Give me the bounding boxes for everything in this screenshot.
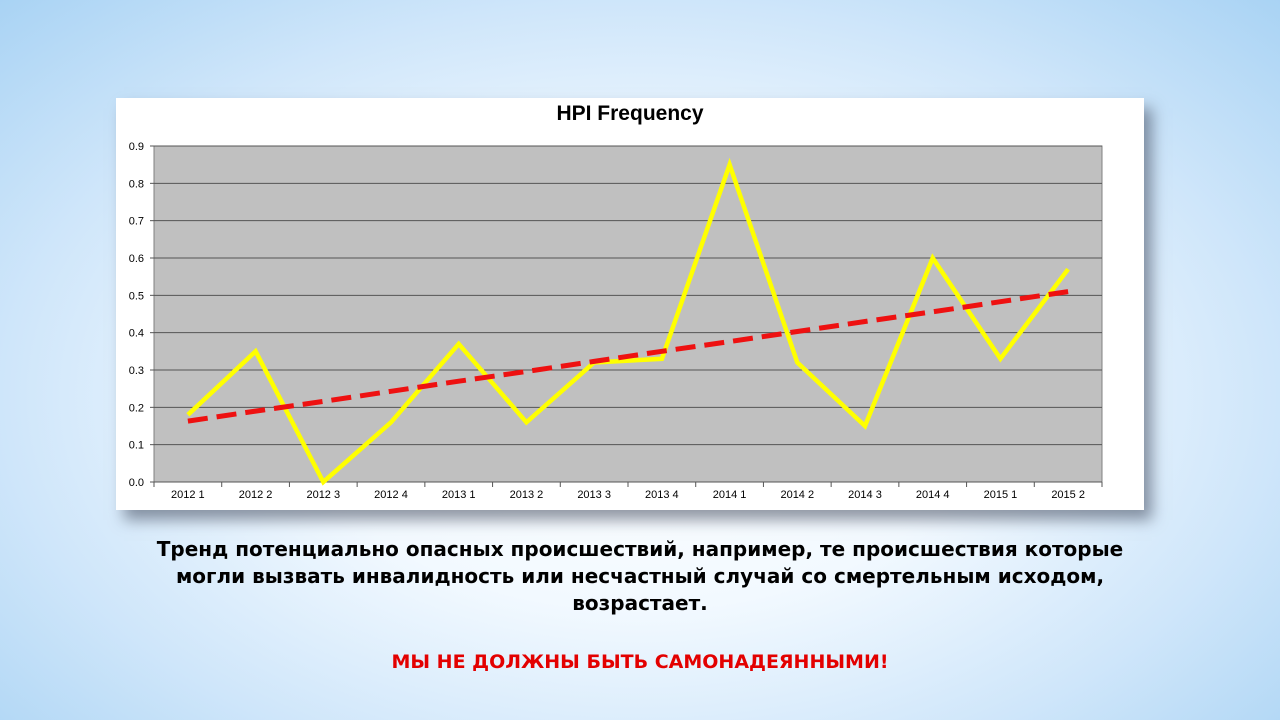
- x-tick-label: 2014 2: [780, 489, 814, 501]
- series-lines: [186, 157, 1070, 486]
- hpi-frequency-chart: HPI Frequency 0.00.10.20.30.40.50.60.70.…: [129, 102, 1103, 501]
- caption-text: Тренд потенциально опасных происшествий,…: [100, 536, 1180, 617]
- x-tick-label: 2012 3: [306, 489, 340, 501]
- x-tick-label: 2015 2: [1051, 489, 1085, 501]
- x-tick-label: 2014 4: [916, 489, 950, 501]
- x-tick-label: 2015 1: [984, 489, 1018, 501]
- x-tick-label: 2012 1: [171, 489, 205, 501]
- y-tick-label: 0.0: [129, 477, 144, 489]
- y-tick-label: 0.7: [129, 216, 144, 228]
- caption-line-3: возрастает.: [572, 591, 708, 615]
- y-tick-label: 0.4: [129, 328, 144, 340]
- plot-area: [153, 145, 1103, 483]
- warning-text: МЫ НЕ ДОЛЖНЫ БЫТЬ САМОНАДЕЯННЫМИ!: [391, 651, 889, 673]
- y-tick-label: 0.6: [129, 253, 144, 265]
- x-tick-label: 2012 4: [374, 489, 408, 501]
- hpi-frequency-line: [186, 157, 1070, 486]
- x-tick-label: 2013 2: [510, 489, 544, 501]
- x-tick-label: 2013 1: [442, 489, 476, 501]
- caption-line-2: могли вызвать инвалидность или несчастны…: [175, 564, 1105, 588]
- y-tick-label: 0.9: [129, 141, 144, 153]
- x-tick-label: 2013 4: [645, 489, 679, 501]
- x-tick-label: 2014 3: [848, 489, 882, 501]
- chart-card: HPI Frequency 0.0 0.1 0.2 0.3 0.4 0.5 0.6 0.7 0.…: [116, 98, 1144, 510]
- trend-line: [187, 289, 1069, 424]
- x-tick-label: 2013 3: [577, 489, 611, 501]
- y-tick-label: 0.1: [129, 440, 144, 452]
- y-tick-label: 0.2: [129, 402, 144, 414]
- x-tick-label: 2012 2: [239, 489, 273, 501]
- caption-line-1: Тренд потенциально опасных происшествий,…: [156, 537, 1124, 561]
- grid-lines: [154, 145, 1102, 483]
- x-tick-label: 2014 1: [713, 489, 747, 501]
- y-tick-label: 0.5: [129, 290, 144, 302]
- chart-title: HPI Frequency: [556, 102, 703, 125]
- axes: 0.0 0.1 0.2 0.3 0.4 0.5 0.6 0.7 0.8 0.9 2012 1 2012…: [129, 141, 1103, 501]
- y-tick-label: 0.3: [129, 365, 144, 377]
- y-tick-label: 0.8: [129, 178, 144, 190]
